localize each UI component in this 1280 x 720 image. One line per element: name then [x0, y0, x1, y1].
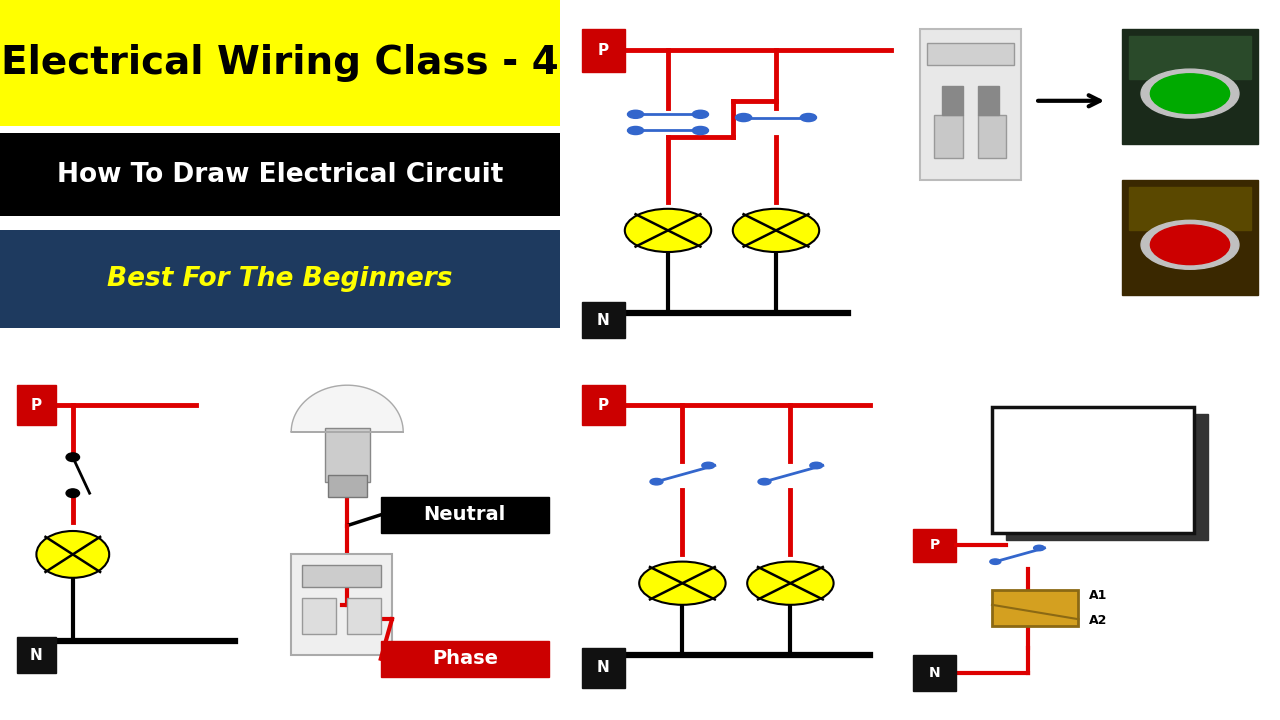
Bar	[17, 385, 56, 425]
Bar	[1129, 187, 1252, 230]
Bar	[913, 529, 956, 562]
Bar	[292, 554, 392, 655]
Circle shape	[758, 478, 771, 485]
Bar	[913, 655, 956, 691]
Bar	[0, 230, 561, 328]
Text: P: P	[31, 397, 42, 413]
Bar	[1121, 29, 1258, 144]
Text: Best For The Beginners: Best For The Beginners	[108, 266, 453, 292]
Text: N: N	[29, 648, 42, 662]
Circle shape	[1151, 225, 1230, 265]
Circle shape	[800, 114, 817, 122]
Bar	[17, 637, 56, 673]
Circle shape	[736, 114, 751, 122]
Bar	[920, 29, 1021, 180]
Circle shape	[625, 209, 712, 252]
Bar	[581, 648, 625, 688]
Bar	[992, 407, 1193, 533]
Circle shape	[639, 562, 726, 605]
Text: N: N	[596, 313, 609, 328]
Circle shape	[989, 559, 1001, 564]
Bar	[1129, 36, 1252, 79]
Bar	[0, 0, 561, 126]
Circle shape	[1140, 220, 1239, 269]
Text: N: N	[596, 660, 609, 675]
Bar	[927, 43, 1014, 65]
Text: N: N	[928, 666, 941, 680]
Bar	[934, 115, 964, 158]
Text: P: P	[598, 397, 609, 413]
Circle shape	[748, 562, 833, 605]
Bar	[381, 641, 549, 677]
Circle shape	[1034, 545, 1044, 551]
Bar	[978, 86, 1000, 115]
Bar	[942, 86, 964, 115]
Text: P: P	[929, 539, 940, 552]
Text: A2: A2	[1089, 614, 1107, 628]
Circle shape	[67, 489, 79, 498]
Circle shape	[1140, 69, 1239, 118]
Polygon shape	[292, 385, 403, 432]
Bar	[992, 590, 1079, 626]
Bar	[581, 385, 625, 425]
Circle shape	[650, 478, 663, 485]
Text: P: P	[598, 43, 609, 58]
Bar	[581, 302, 625, 338]
Circle shape	[627, 127, 644, 135]
Circle shape	[732, 209, 819, 252]
Text: How To Draw Electrical Circuit: How To Draw Electrical Circuit	[56, 161, 503, 188]
Circle shape	[1151, 74, 1230, 114]
Bar	[1121, 180, 1258, 295]
Bar	[302, 565, 381, 587]
Circle shape	[701, 462, 714, 469]
Text: A1: A1	[1089, 589, 1107, 603]
Bar	[381, 497, 549, 533]
Circle shape	[36, 531, 109, 577]
Circle shape	[810, 462, 823, 469]
Bar	[1006, 414, 1208, 540]
Circle shape	[692, 127, 709, 135]
Circle shape	[692, 110, 709, 118]
Bar	[978, 115, 1006, 158]
Circle shape	[67, 453, 79, 462]
Bar	[347, 598, 381, 634]
Bar	[302, 598, 337, 634]
Text: Electrical Wiring Class - 4: Electrical Wiring Class - 4	[1, 44, 559, 82]
Bar	[328, 475, 367, 497]
Bar	[325, 428, 370, 482]
Circle shape	[627, 110, 644, 118]
Text: Neutral: Neutral	[424, 505, 506, 524]
Text: Phase: Phase	[431, 649, 498, 668]
Bar	[581, 29, 625, 72]
Bar	[0, 133, 561, 216]
